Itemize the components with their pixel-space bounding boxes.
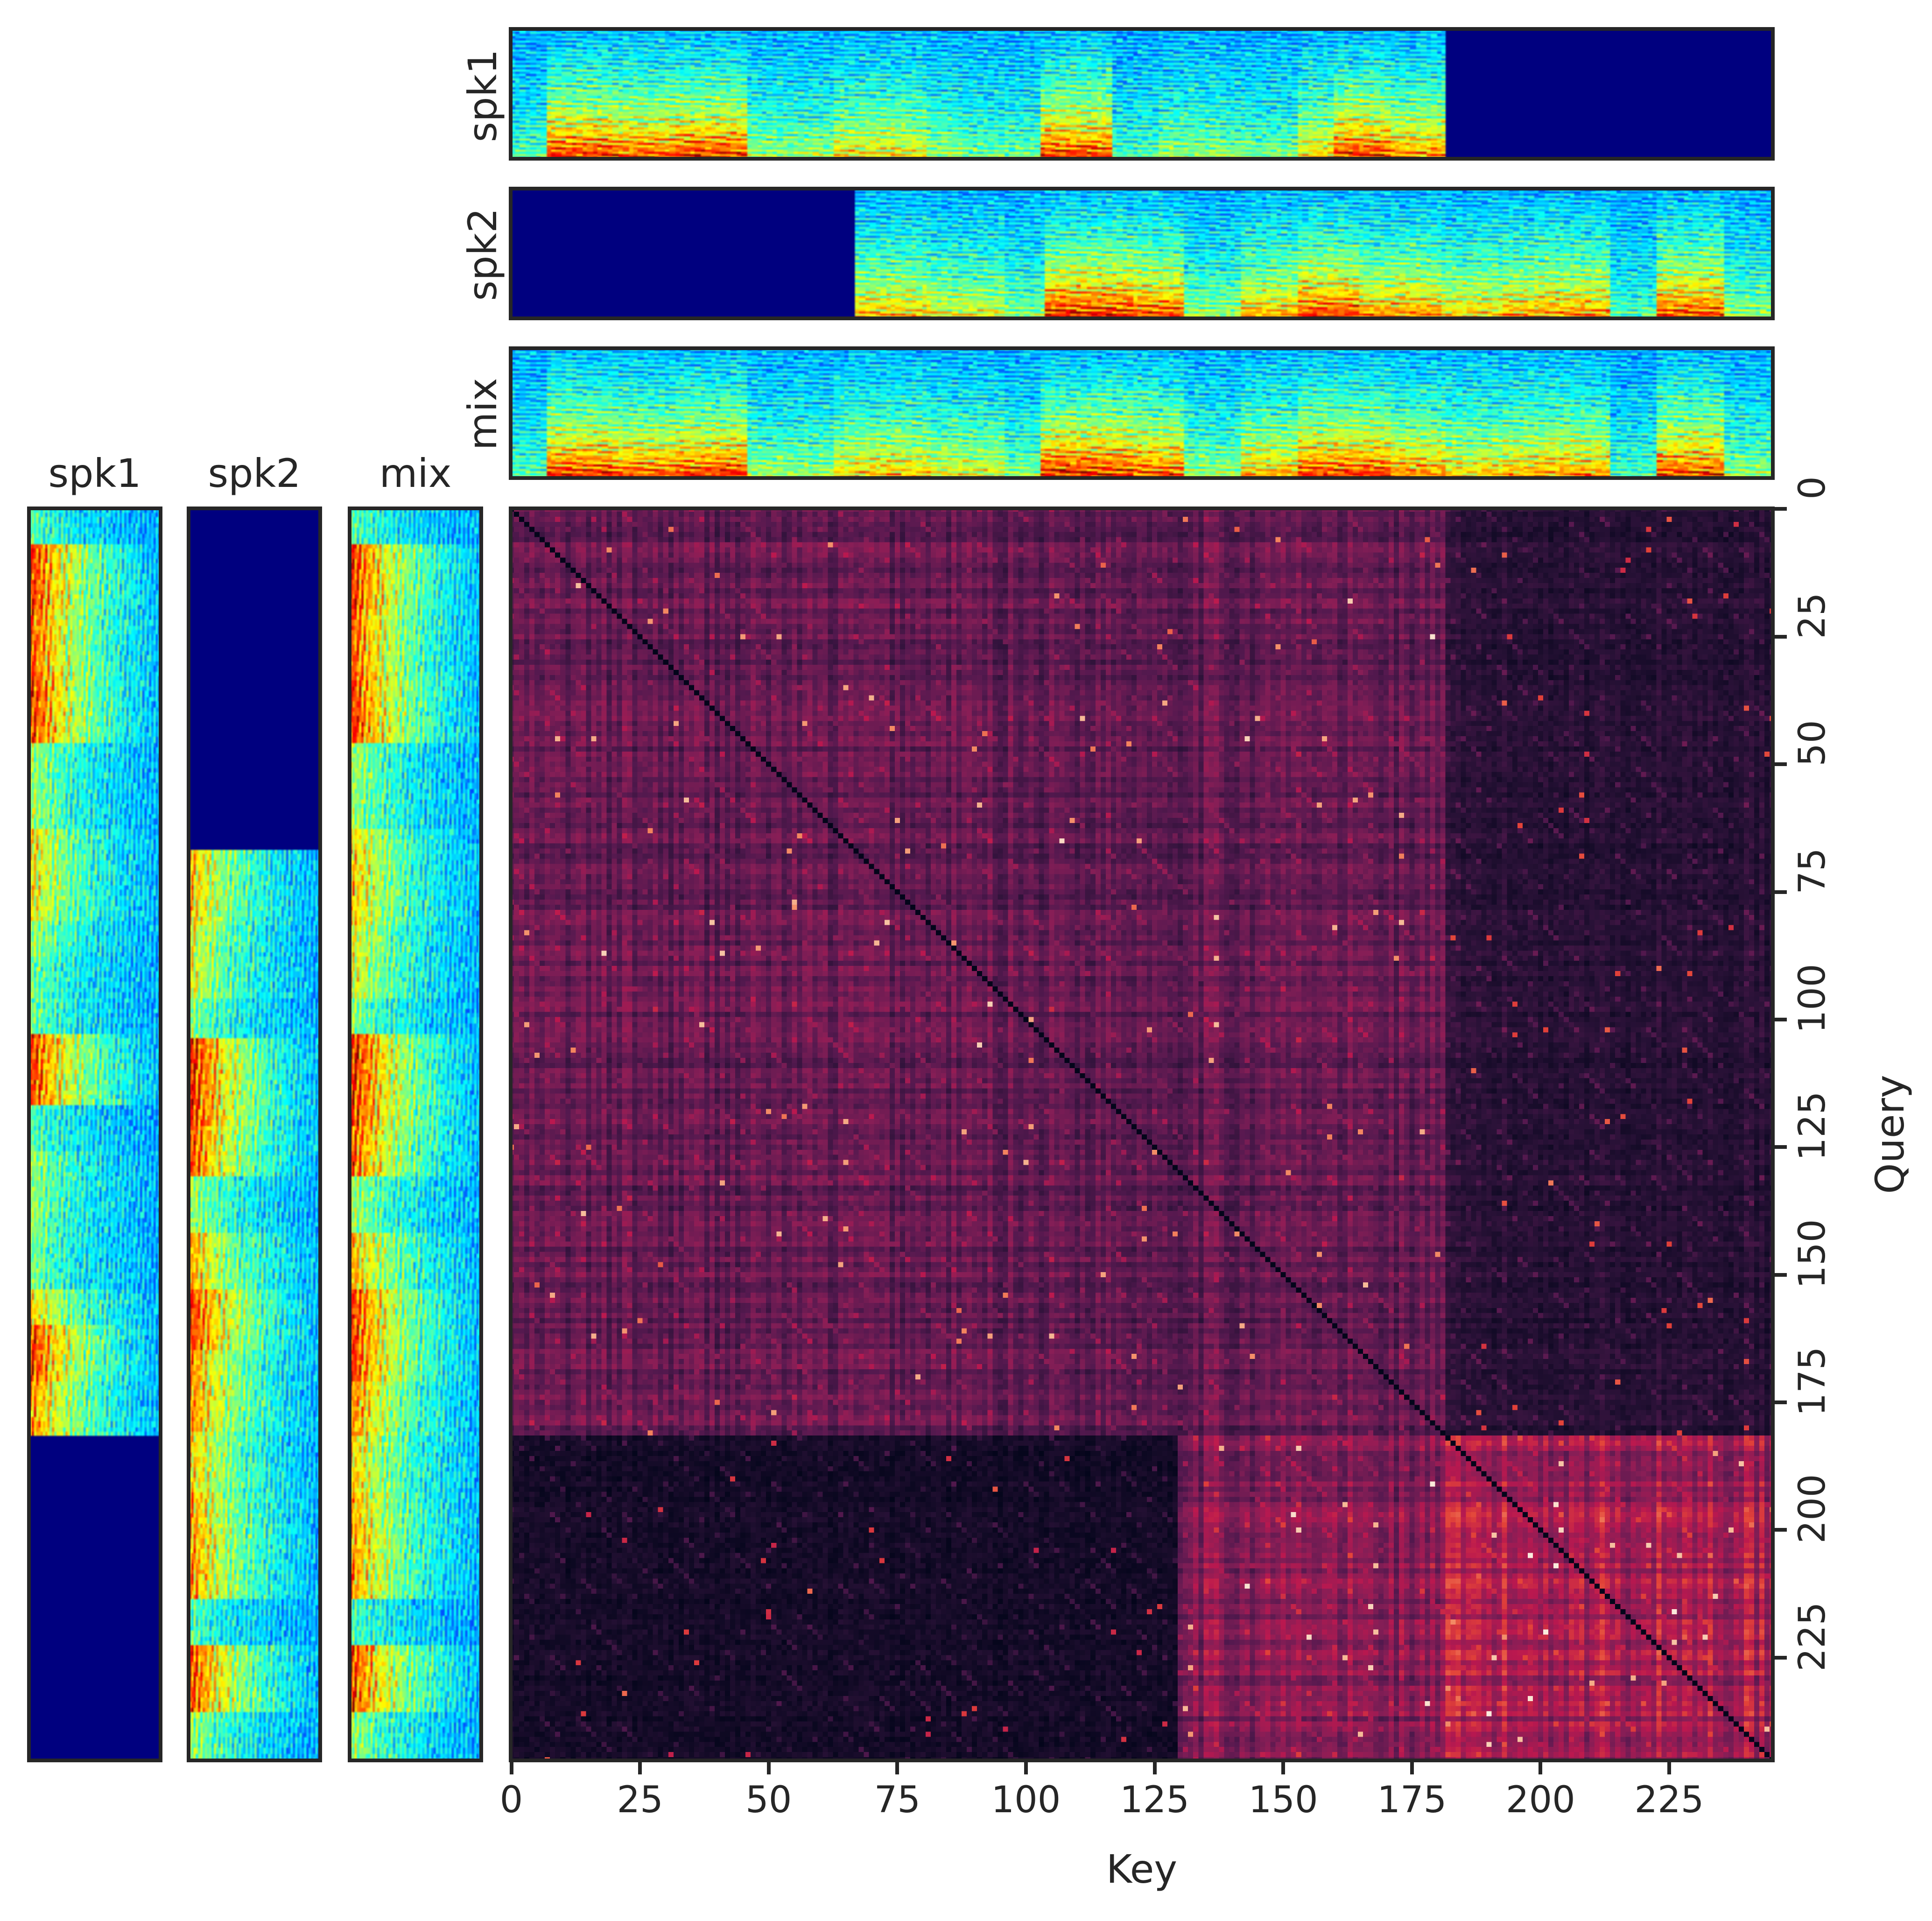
- y-tick-label: 75: [1791, 847, 1834, 894]
- x-tick-label: 150: [1248, 1779, 1318, 1821]
- x-tick-label: 25: [617, 1779, 663, 1821]
- y-tick-label: 25: [1791, 592, 1834, 639]
- y-tick-label: 225: [1791, 1602, 1834, 1672]
- y-tick-label: 125: [1791, 1091, 1834, 1161]
- x-tick-mark: [638, 1762, 642, 1774]
- x-tick-label: 0: [499, 1779, 523, 1821]
- top-spk2-label: spk2: [460, 208, 506, 301]
- x-tick-mark: [895, 1762, 899, 1774]
- x-tick-mark: [1667, 1762, 1671, 1774]
- left-spk1-title: spk1: [48, 450, 141, 496]
- y-tick-mark: [1775, 1017, 1787, 1021]
- x-tick-label: 75: [874, 1779, 920, 1821]
- x-tick-mark: [1410, 1762, 1414, 1774]
- y-tick-mark: [1775, 507, 1787, 511]
- top-spk2-spectrogram: [509, 187, 1775, 320]
- left-spk1-spectrogram: [27, 507, 162, 1762]
- x-tick-mark: [766, 1762, 771, 1774]
- y-tick-label: 100: [1791, 964, 1834, 1034]
- top-mix-label: mix: [460, 378, 506, 450]
- y-tick-label: 200: [1791, 1474, 1834, 1544]
- left-mix-title: mix: [379, 450, 452, 496]
- y-tick-mark: [1775, 1145, 1787, 1149]
- x-tick-label: 175: [1377, 1779, 1447, 1821]
- y-tick-mark: [1775, 634, 1787, 639]
- y-axis-label: Query: [1867, 1075, 1913, 1194]
- y-tick-mark: [1775, 1528, 1787, 1532]
- left-mix-spectrogram: [348, 507, 483, 1762]
- y-tick-label: 50: [1791, 720, 1834, 767]
- left-spk2-title: spk2: [208, 450, 301, 496]
- y-tick-label: 150: [1791, 1219, 1834, 1289]
- x-axis-label: Key: [1106, 1846, 1178, 1892]
- x-tick-mark: [1281, 1762, 1286, 1774]
- y-tick-label: 0: [1791, 476, 1834, 500]
- y-tick-mark: [1775, 762, 1787, 767]
- x-tick-label: 125: [1120, 1779, 1189, 1821]
- y-tick-mark: [1775, 1273, 1787, 1277]
- y-tick-mark: [1775, 1400, 1787, 1405]
- x-tick-label: 50: [745, 1779, 792, 1821]
- attention-heatmap: [509, 507, 1775, 1762]
- x-tick-mark: [1539, 1762, 1543, 1774]
- top-mix-spectrogram: [509, 346, 1775, 480]
- y-tick-label: 175: [1791, 1346, 1834, 1416]
- y-tick-mark: [1775, 1655, 1787, 1660]
- top-spk1-spectrogram: [509, 27, 1775, 161]
- left-spk2-spectrogram: [187, 507, 322, 1762]
- x-tick-label: 100: [991, 1779, 1061, 1821]
- x-tick-label: 200: [1505, 1779, 1575, 1821]
- x-tick-mark: [1024, 1762, 1028, 1774]
- x-tick-label: 225: [1634, 1779, 1704, 1821]
- top-spk1-label: spk1: [460, 49, 506, 142]
- x-tick-mark: [509, 1762, 513, 1774]
- x-tick-mark: [1152, 1762, 1157, 1774]
- y-tick-mark: [1775, 890, 1787, 894]
